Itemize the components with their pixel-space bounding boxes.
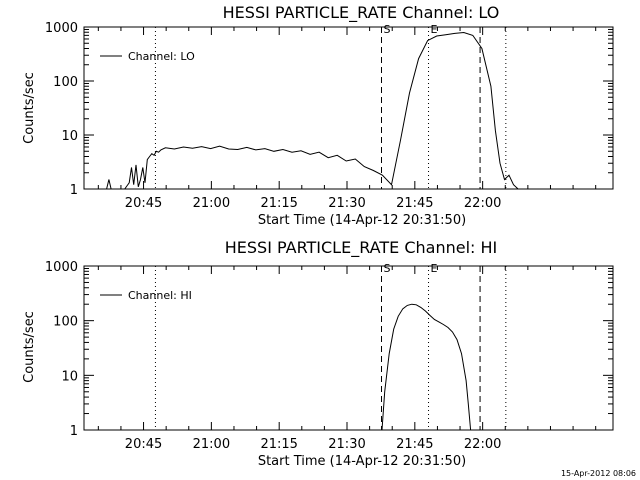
x-tick-labels: 20:45 21:00 21:15 21:30 21:45 22:00	[125, 196, 502, 211]
x-tick-label: 21:30	[328, 437, 365, 452]
plot-frame	[83, 265, 614, 431]
start-marker-label: S	[384, 262, 391, 275]
start-marker-label: S	[384, 23, 391, 36]
chart-title: HESSI PARTICLE_RATE Channel: HI	[225, 238, 498, 258]
y-tick-label: 1	[70, 183, 78, 198]
x-tick-label: 21:15	[260, 437, 297, 452]
y-tick-labels: 1 10 100 1000	[45, 21, 78, 198]
end-marker-label: E	[431, 262, 438, 275]
x-tick-label: 21:45	[396, 196, 433, 211]
x-tick-label: 22:00	[464, 437, 501, 452]
plot-timestamp: 15-Apr-2012 08:06	[561, 469, 636, 478]
chart-title: HESSI PARTICLE_RATE Channel: LO	[223, 3, 500, 23]
x-tick-labels: 20:45 21:00 21:15 21:30 21:45 22:00	[125, 437, 502, 452]
series-line	[381, 303, 472, 431]
x-tick-label: 21:00	[193, 437, 230, 452]
x-tick-label: 20:45	[125, 196, 162, 211]
y-tick-label: 1000	[45, 260, 78, 275]
y-tick-label: 10	[61, 129, 78, 144]
x-tick-label: 21:15	[260, 196, 297, 211]
panel-hi: HESSI PARTICLE_RATE Channel: HI Start Ti…	[22, 238, 614, 469]
legend-label: Channel: LO	[128, 50, 195, 63]
y-tick-label: 1000	[45, 21, 78, 36]
y-tick-labels: 1 10 100 1000	[45, 260, 78, 439]
x-tick-label: 21:30	[328, 196, 365, 211]
legend-label: Channel: HI	[128, 289, 192, 302]
y-axis-label: Counts/sec	[22, 311, 37, 383]
x-tick-label: 21:00	[193, 196, 230, 211]
y-axis-label: Counts/sec	[22, 72, 37, 144]
x-axis-label: Start Time (14-Apr-12 20:31:50)	[258, 213, 466, 228]
x-tick-label: 20:45	[125, 437, 162, 452]
y-tick-label: 100	[53, 315, 78, 330]
series-line	[84, 31, 613, 190]
end-marker-label: E	[431, 23, 438, 36]
y-tick-label: 1	[70, 424, 78, 439]
x-axis-label: Start Time (14-Apr-12 20:31:50)	[258, 454, 466, 469]
x-tick-label: 21:45	[396, 437, 433, 452]
x-tick-label: 22:00	[464, 196, 501, 211]
panel-lo: HESSI PARTICLE_RATE Channel: LO Start Ti…	[22, 3, 614, 228]
plot-frame	[83, 26, 614, 190]
y-tick-label: 10	[61, 369, 78, 384]
y-tick-label: 100	[53, 75, 78, 90]
